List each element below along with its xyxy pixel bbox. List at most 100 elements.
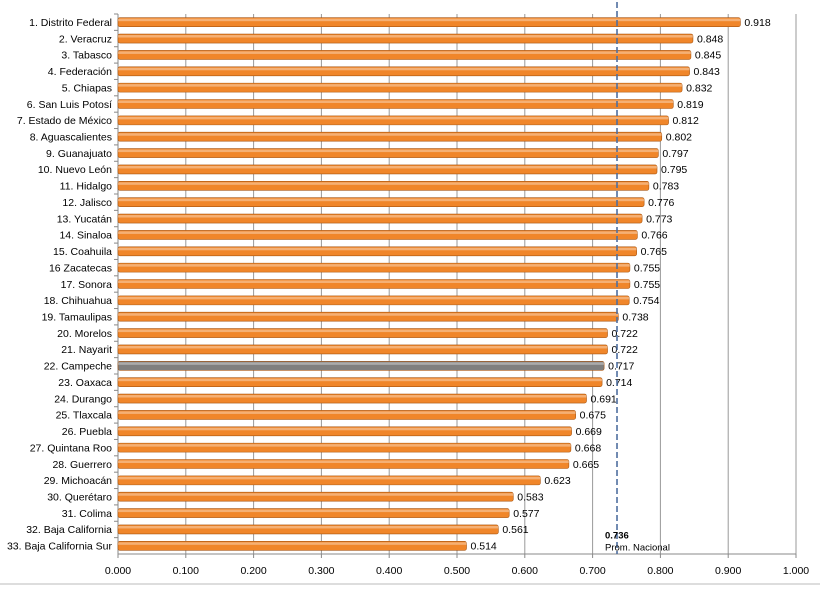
x-tick-label: 1.000 xyxy=(783,565,809,577)
value-label: 0.623 xyxy=(544,475,570,487)
bar xyxy=(117,311,619,322)
x-tick-label: 0.200 xyxy=(240,565,266,577)
value-label: 0.738 xyxy=(622,312,648,324)
bar-shine xyxy=(118,231,638,234)
y-tick-label: 27. Quintana Roo xyxy=(30,442,112,454)
bar xyxy=(117,491,514,502)
value-label: 0.717 xyxy=(608,361,634,373)
bar xyxy=(117,230,638,240)
value-label: 0.583 xyxy=(517,492,543,504)
y-tick-label: 23. Oaxaca xyxy=(58,377,112,389)
value-label: 0.675 xyxy=(580,410,606,422)
bar-shine xyxy=(118,67,690,71)
value-label: 0.722 xyxy=(612,344,638,356)
bar xyxy=(117,131,663,142)
y-tick-label: 9. Guanajuato xyxy=(46,148,112,160)
bar-shine xyxy=(118,296,630,300)
bar xyxy=(117,344,608,355)
value-label: 0.819 xyxy=(677,99,703,111)
bar xyxy=(117,181,650,191)
value-label: 0.802 xyxy=(666,132,692,144)
bar-shine xyxy=(118,51,691,54)
bar-shine xyxy=(118,444,571,447)
bar-shine xyxy=(118,329,608,333)
bar-shine xyxy=(118,35,693,38)
bar-shine xyxy=(118,116,669,120)
bar xyxy=(117,197,645,207)
y-tick-label: 4. Federación xyxy=(48,66,112,78)
y-tick-label: 24. Durango xyxy=(54,393,112,405)
y-tick-label: 22. Campeche xyxy=(44,361,112,373)
bar-shine xyxy=(118,460,569,463)
y-tick-label: 32. Baja California xyxy=(26,524,112,536)
value-label: 0.691 xyxy=(590,393,616,405)
value-label: 0.783 xyxy=(653,181,679,193)
bar xyxy=(117,99,674,109)
bar xyxy=(117,115,669,126)
y-tick-label: 5. Chiapas xyxy=(62,82,112,94)
bar xyxy=(117,33,694,44)
bar-shine xyxy=(118,476,541,480)
bar xyxy=(117,410,576,420)
bar xyxy=(117,295,630,306)
bar xyxy=(117,262,631,273)
y-tick-label: 16 Zacatecas xyxy=(49,262,112,274)
bar xyxy=(117,82,683,93)
value-label: 0.773 xyxy=(646,213,672,225)
bar xyxy=(117,508,510,518)
bar-shine xyxy=(118,18,741,22)
y-tick-label: 31. Colima xyxy=(62,508,112,520)
y-tick-label: 26. Puebla xyxy=(62,426,112,438)
x-tick-label: 0.700 xyxy=(579,565,605,577)
value-label: 0.812 xyxy=(673,115,699,127)
value-label: 0.766 xyxy=(641,230,667,242)
y-tick-label: 25. Tlaxcala xyxy=(56,410,113,422)
bar-shine xyxy=(118,100,674,103)
bar xyxy=(117,213,643,224)
bar-shine xyxy=(118,133,662,136)
bar-shine xyxy=(118,493,514,496)
value-label: 0.722 xyxy=(612,328,638,340)
bar xyxy=(117,148,659,158)
bar-shine xyxy=(118,84,683,87)
bar-shine xyxy=(118,280,630,283)
bar-shine xyxy=(118,395,587,398)
y-tick-label: 2. Veracruz xyxy=(59,33,112,45)
value-label: 0.832 xyxy=(686,82,712,94)
value-label: 0.776 xyxy=(648,197,674,209)
y-tick-label: 19. Tamaulipas xyxy=(42,312,112,324)
bar xyxy=(117,541,467,551)
bar xyxy=(117,66,690,77)
y-tick-label: 7. Estado de México xyxy=(17,115,112,127)
x-tick-label: 0.400 xyxy=(376,565,402,577)
x-tick-label: 0.000 xyxy=(105,565,131,577)
bar-shine xyxy=(118,182,649,185)
bar-shine xyxy=(118,509,510,513)
value-label: 0.848 xyxy=(697,33,723,45)
y-tick-label: 3. Tabasco xyxy=(61,50,112,62)
y-tick-label: 28. Guerrero xyxy=(52,459,112,471)
bar xyxy=(117,459,570,469)
value-label: 0.665 xyxy=(573,459,599,471)
x-tick-label: 0.100 xyxy=(173,565,199,577)
bar xyxy=(117,17,741,27)
bar-shine xyxy=(118,362,605,365)
y-tick-label: 33. Baja California Sur xyxy=(7,541,113,553)
bar-shine xyxy=(118,525,499,529)
value-label: 0.845 xyxy=(695,50,721,62)
y-tick-label: 15. Coahuila xyxy=(53,246,112,258)
y-tick-label: 12. Jalisco xyxy=(62,197,112,209)
x-tick-label: 0.300 xyxy=(308,565,334,577)
bar xyxy=(117,475,541,486)
bar xyxy=(117,164,658,175)
bar xyxy=(117,361,605,371)
value-label: 0.755 xyxy=(634,262,660,274)
y-tick-label: 29. Michoacán xyxy=(44,475,112,487)
bar xyxy=(117,328,608,338)
bar-shine xyxy=(118,165,658,169)
x-tick-label: 0.500 xyxy=(444,565,470,577)
bar-shine xyxy=(118,149,659,153)
value-label: 0.669 xyxy=(576,426,602,438)
bar-shine xyxy=(118,247,637,251)
